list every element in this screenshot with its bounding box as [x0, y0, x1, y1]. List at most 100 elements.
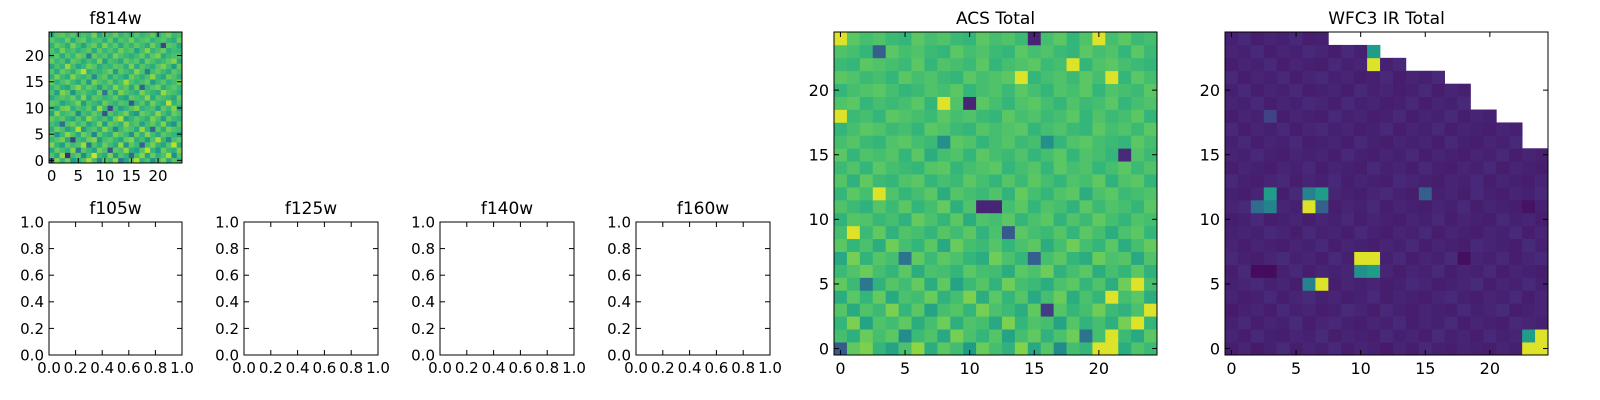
heatmap-cell — [86, 157, 92, 164]
heatmap-cell — [1040, 109, 1054, 123]
heatmap-cell — [872, 342, 887, 356]
heatmap-cell — [1131, 290, 1145, 304]
heatmap-cell — [1418, 212, 1433, 227]
heatmap-cell — [1079, 277, 1093, 291]
y-tick-label: 0.2 — [215, 320, 239, 338]
heatmap-cell — [96, 136, 103, 143]
heatmap-cell — [160, 157, 167, 164]
heatmap-cell — [96, 147, 103, 153]
heatmap-cell — [1092, 303, 1106, 317]
x-tick-label: 1.0 — [170, 359, 194, 377]
heatmap-cell — [1367, 225, 1381, 240]
heatmap-cell — [96, 68, 103, 75]
heatmap-cell — [112, 157, 119, 164]
heatmap-cell — [1131, 161, 1145, 175]
heatmap-cell — [1250, 32, 1265, 46]
heatmap-cell — [1092, 342, 1106, 356]
heatmap-cell — [1263, 238, 1278, 252]
heatmap-cell — [1276, 238, 1290, 252]
heatmap-cell — [1315, 135, 1329, 149]
heatmap-cell — [885, 44, 899, 59]
heatmap-cell — [1354, 212, 1368, 227]
heatmap-cell — [1431, 199, 1445, 214]
heatmap-cell — [1418, 122, 1433, 136]
heatmap-cell — [1354, 329, 1368, 343]
heatmap-cell — [1328, 161, 1342, 175]
heatmap-cell — [989, 316, 1003, 330]
heatmap-cell — [75, 152, 82, 159]
heatmap-cell — [885, 251, 899, 265]
heatmap-cell — [118, 142, 124, 148]
heatmap-cell — [1418, 83, 1433, 97]
heatmap-cell — [911, 277, 925, 291]
heatmap-cell — [898, 303, 912, 317]
heatmap-cell — [1380, 135, 1394, 149]
heatmap-cell — [1354, 70, 1368, 85]
heatmap-cell — [898, 44, 912, 59]
y-tick-label: 5 — [1210, 275, 1220, 294]
heatmap-cell — [1470, 264, 1484, 278]
heatmap-cell — [171, 110, 178, 117]
heatmap-cell — [872, 32, 887, 46]
heatmap-cell — [1328, 199, 1342, 214]
heatmap-cell — [1092, 264, 1106, 278]
heatmap-cell — [150, 84, 156, 90]
heatmap-cell — [118, 32, 124, 38]
heatmap-cell — [70, 131, 76, 138]
heatmap-cell — [118, 147, 124, 153]
heatmap-cell — [80, 84, 87, 90]
heatmap-cell — [1066, 225, 1080, 240]
heatmap-cell — [1354, 135, 1368, 149]
heatmap-cell — [134, 94, 140, 101]
heatmap-cell — [1276, 122, 1290, 136]
heatmap-cell — [1328, 316, 1342, 330]
heatmap-cell — [1276, 109, 1290, 123]
heatmap-cell — [107, 152, 114, 159]
heatmap-cell — [1092, 109, 1106, 123]
heatmap-cell — [924, 316, 938, 330]
heatmap-cell — [898, 212, 912, 227]
y-tick-label: 1.0 — [215, 213, 239, 231]
heatmap-cell — [846, 57, 861, 72]
heatmap-cell — [102, 110, 108, 117]
heatmap-cell — [171, 79, 178, 85]
heatmap-cell — [123, 157, 130, 164]
heatmap-cell — [976, 342, 990, 356]
heatmap-cell — [1289, 161, 1303, 175]
heatmap-cell — [1367, 187, 1381, 201]
heatmap-cell — [1263, 199, 1278, 214]
heatmap-cell — [1302, 148, 1316, 162]
heatmap-cell — [118, 157, 124, 164]
heatmap-cell — [1276, 251, 1290, 265]
heatmap-cell — [1225, 32, 1239, 46]
heatmap-cell — [1276, 342, 1290, 356]
heatmap-cell — [64, 89, 71, 96]
heatmap-cell — [54, 94, 60, 101]
axes-frame-f140w — [439, 221, 575, 356]
heatmap-cell — [950, 161, 964, 175]
heatmap-cell — [144, 58, 151, 64]
heatmap-cell — [176, 115, 183, 122]
heatmap-cell — [885, 303, 899, 317]
heatmap-cell — [1328, 174, 1342, 188]
heatmap-cell — [1092, 199, 1106, 214]
heatmap-cell — [872, 264, 887, 278]
heatmap-cell — [144, 32, 151, 38]
heatmap-cell — [1289, 264, 1303, 278]
heatmap-cell — [1522, 264, 1536, 278]
heatmap-cell — [1328, 44, 1342, 59]
heatmap-cell — [107, 105, 114, 111]
heatmap-cell — [1289, 96, 1303, 110]
heatmap-cell — [91, 126, 98, 132]
heatmap-cell — [1470, 135, 1484, 149]
heatmap-cell — [1328, 70, 1342, 85]
heatmap-cell — [123, 152, 130, 159]
heatmap-cell — [872, 161, 887, 175]
heatmap-cell — [1237, 251, 1252, 265]
heatmap-cell — [80, 47, 87, 54]
heatmap-cell — [1405, 148, 1420, 162]
heatmap-cell — [1079, 238, 1093, 252]
heatmap-cell — [1380, 238, 1394, 252]
heatmap-cell — [1131, 83, 1145, 97]
